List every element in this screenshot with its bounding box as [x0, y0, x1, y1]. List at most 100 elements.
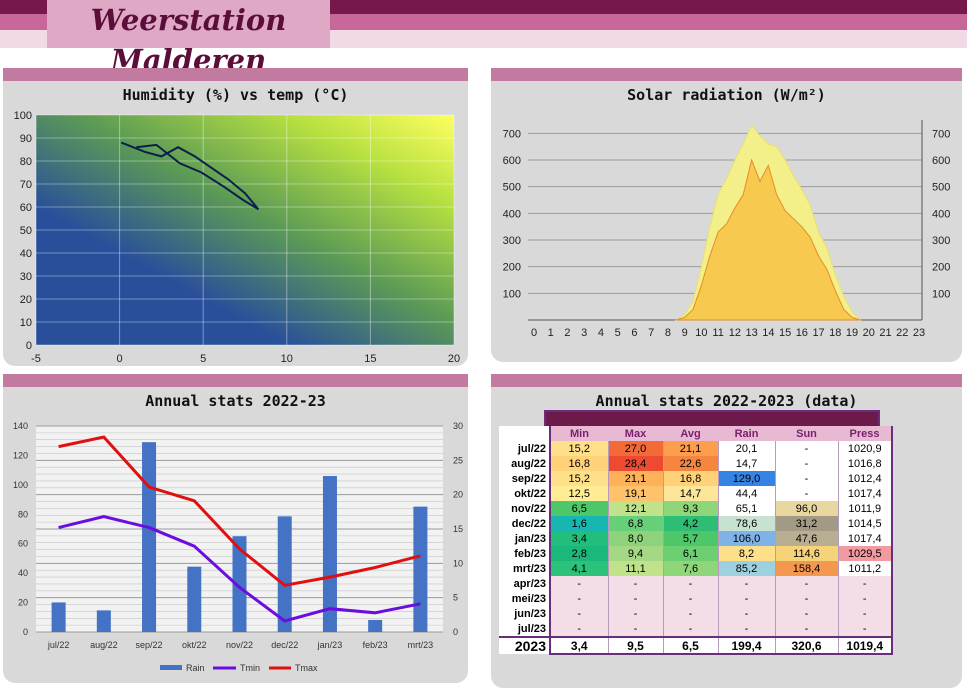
- cell-avg: 9,3: [663, 501, 719, 516]
- cell-avg: 21,1: [663, 441, 719, 456]
- cell-rain: -: [718, 621, 776, 637]
- solar-x-tick: 8: [665, 327, 671, 339]
- cell-rain: 129,0: [718, 471, 776, 486]
- solar-y-tick: 700: [503, 128, 521, 140]
- solar-x-tick: 4: [598, 327, 604, 339]
- humidity-panel: Humidity (%) vs temp (°C) 100 90 80 70 60 50 4…: [3, 68, 468, 366]
- cell-rain: 20,1: [718, 441, 776, 456]
- humidity-y-tick: 30: [20, 271, 32, 283]
- cell-sun: -: [775, 486, 839, 501]
- annual-y2-tick: 15: [453, 524, 463, 534]
- solar-y-tick: 300: [503, 235, 521, 247]
- row-label: aug/22: [499, 456, 550, 471]
- annual-y-tick: 100: [13, 480, 28, 490]
- panel-strip: [491, 374, 962, 387]
- annual-legend: Rain Tmin Tmax: [160, 663, 318, 673]
- table-row: sep/22 15,2 21,1 16,8 129,0-1012,4: [499, 471, 893, 486]
- cell-rain: -: [718, 606, 776, 621]
- annual-y-tick: 120: [13, 450, 28, 460]
- annual-rain-bar: [277, 516, 292, 632]
- annual-table-panel: Annual stats 2022-2023 (data) Min Max Av…: [491, 374, 962, 688]
- humidity-y-tick: 10: [20, 317, 32, 329]
- humidity-plot-area: [36, 115, 454, 345]
- solar-x-tick: 16: [796, 327, 808, 339]
- cell-min: -: [549, 576, 609, 591]
- solar-x-tick: 18: [829, 327, 841, 339]
- cell-rain: -: [718, 576, 776, 591]
- humidity-y-tick: 20: [20, 294, 32, 306]
- cell-press: -: [838, 576, 893, 591]
- cell-max: 9,5: [608, 636, 664, 655]
- annual-rain-bar: [322, 476, 337, 632]
- solar-x-tick: 15: [779, 327, 791, 339]
- cell-min: 4,1: [549, 561, 609, 576]
- annual-rain-bars: [51, 442, 428, 632]
- row-label: dec/22: [499, 516, 550, 531]
- table-row: mei/23- - - - - -: [499, 591, 893, 606]
- solar-y2-tick: 600: [932, 155, 950, 167]
- header-max: Max: [608, 426, 663, 441]
- annual-y2-tick: 5: [453, 593, 458, 603]
- cell-min: -: [549, 621, 609, 637]
- panel-strip: [3, 68, 468, 81]
- solar-x-tick: 23: [913, 327, 925, 339]
- humidity-y-tick: 70: [20, 179, 32, 191]
- annual-y-tick: 140: [13, 421, 28, 431]
- solar-x-tick: 22: [896, 327, 908, 339]
- cell-press: 1029,5: [838, 546, 893, 561]
- cell-rain: 85,2: [718, 561, 776, 576]
- cell-max: 9,4: [608, 546, 664, 561]
- humidity-y-tick: 90: [20, 133, 32, 145]
- solar-x-tick: 20: [863, 327, 875, 339]
- solar-y-tick: 200: [503, 262, 521, 274]
- cell-press: 1017,4: [838, 486, 893, 501]
- solar-y2-tick: 300: [932, 235, 950, 247]
- solar-x-tick: 11: [712, 327, 723, 339]
- annual-rain-bar: [413, 506, 428, 632]
- annual-x-tick: jan/23: [317, 640, 343, 650]
- legend-rain-swatch: [160, 665, 182, 670]
- humidity-series-line: [120, 141, 260, 211]
- cell-press: 1016,8: [838, 456, 893, 471]
- annual-rain-bar: [368, 619, 383, 632]
- humidity-x-tick: 5: [200, 353, 206, 365]
- solar-x-axis: 0 1 2 3 4 5 6 7 8 9 10 11 12 13 14 15 16 17 18 19 20 21 22 23: [531, 327, 925, 339]
- header-sun: Sun: [775, 426, 838, 441]
- cell-press: 1014,5: [838, 516, 893, 531]
- solar-y-tick: 100: [503, 288, 521, 300]
- annual-rain-bar: [96, 610, 111, 632]
- table-row: aug/22 16,8 28,4 22,6 14,7-1016,8: [499, 456, 893, 471]
- annual-rain-bar: [232, 536, 247, 632]
- humidity-y-tick: 40: [20, 248, 32, 260]
- cell-min: -: [549, 606, 609, 621]
- humidity-x-tick: 15: [364, 353, 376, 365]
- annual-x-tick: okt/22: [182, 640, 207, 650]
- table-row: jan/23 3,4 8,0 5,7 106,0 47,6 1017,4: [499, 531, 893, 546]
- annual-chart-title: Annual stats 2022-23: [145, 392, 326, 410]
- annual-table-title: Annual stats 2022-2023 (data): [595, 392, 858, 410]
- cell-rain: 44,4: [718, 486, 776, 501]
- annual-y2-axis: 0 5 10 15 20 25 30: [453, 421, 463, 637]
- cell-press: -: [838, 606, 893, 621]
- annual-x-tick: sep/22: [136, 640, 163, 650]
- cell-press: -: [838, 621, 893, 637]
- solar-x-tick: 14: [762, 327, 774, 339]
- cell-rain: 106,0: [718, 531, 776, 546]
- cell-max: 8,0: [608, 531, 664, 546]
- header-avg: Avg: [663, 426, 718, 441]
- cell-max: -: [608, 621, 664, 637]
- row-label: sep/22: [499, 471, 550, 486]
- solar-chart-title: Solar radiation (W/m²): [627, 86, 826, 104]
- header-min: Min: [549, 426, 608, 441]
- cell-max: 27,0: [608, 441, 664, 456]
- cell-sun: 158,4: [775, 561, 839, 576]
- row-label: jul/23: [499, 621, 550, 637]
- cell-max: -: [608, 591, 664, 606]
- site-title: Weerstation Malderen: [47, 0, 330, 77]
- cell-press: 1019,4: [838, 636, 893, 655]
- cell-sun: -: [775, 471, 839, 486]
- row-label: 2023: [499, 636, 550, 654]
- solar-y-axis: 700 700 600 600 500 500 400 400 300 300 200 200 100 1…: [503, 128, 951, 300]
